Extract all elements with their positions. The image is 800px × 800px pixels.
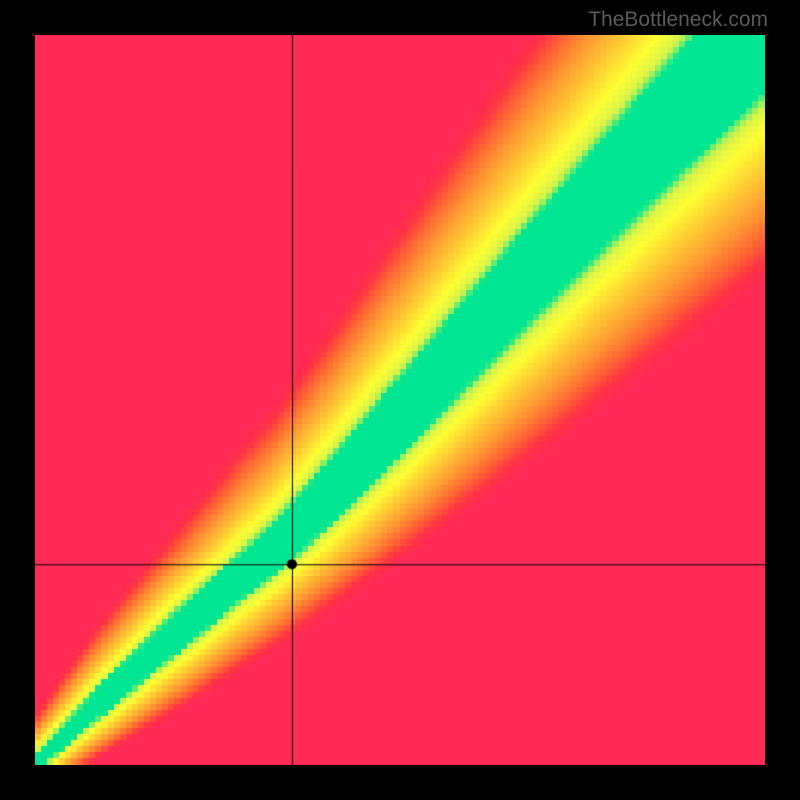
chart-container: TheBottleneck.com	[0, 0, 800, 800]
watermark-text: TheBottleneck.com	[588, 8, 768, 32]
heatmap-canvas	[35, 35, 765, 765]
heatmap-plot	[35, 35, 765, 765]
